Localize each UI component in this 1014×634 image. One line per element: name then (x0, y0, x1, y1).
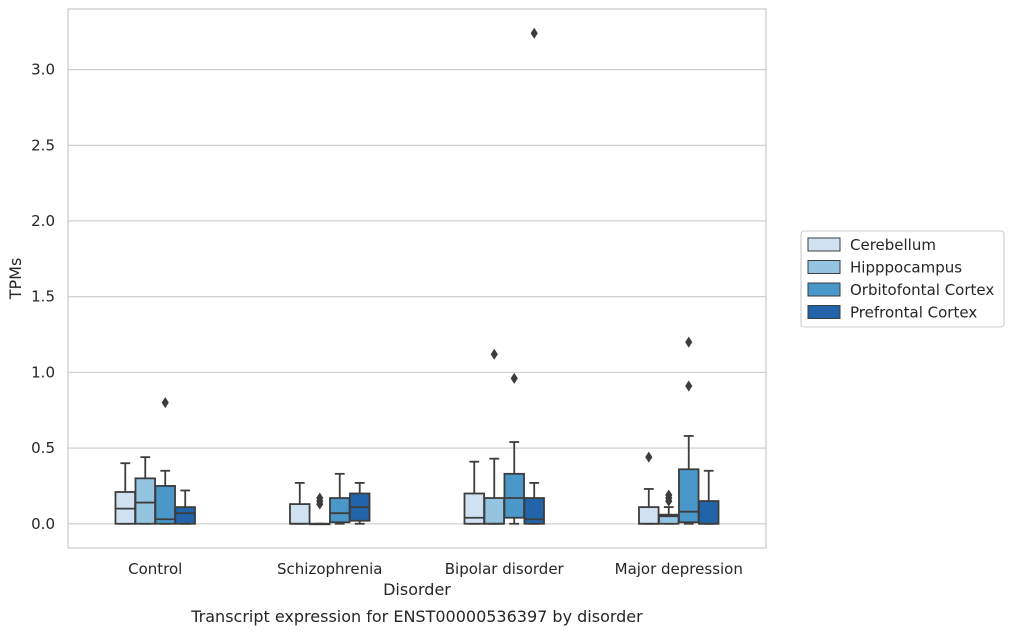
x-axis-label: Disorder (383, 580, 451, 599)
box-hipppocampus (658, 489, 680, 525)
legend-label: Hipppocampus (850, 259, 962, 277)
legend-swatch (807, 305, 841, 319)
outlier-point (685, 380, 693, 392)
box-orbitofontal-cortex (678, 336, 700, 525)
box-hipppocampus (134, 456, 156, 525)
legend-swatch (807, 237, 841, 252)
y-axis-label: TPMs (6, 258, 25, 301)
box-body (174, 506, 196, 525)
y-tick-label: 2.5 (31, 136, 55, 154)
chart-caption: Transcript expression for ENST0000053639… (190, 607, 643, 626)
y-tick-label: 3.0 (31, 61, 55, 79)
y-axis-ticks: 0.0 0.5 1.0 1.5 2.0 2.5 3.0 (31, 61, 55, 533)
box-prefrontal-cortex (523, 27, 545, 525)
legend-swatch (807, 260, 841, 274)
box-prefrontal-cortex (698, 469, 720, 525)
outlier-point (665, 489, 673, 501)
box-hipppocampus (309, 492, 331, 526)
y-tick-label: 2.0 (31, 212, 55, 230)
outlier-point (490, 348, 498, 360)
box-hipppocampus (483, 348, 505, 525)
box-body (503, 472, 525, 519)
box-orbitofontal-cortex (154, 397, 176, 525)
box-body (678, 468, 700, 524)
outlier-point (685, 336, 693, 348)
x-tick-label: Bipolar disorder (445, 560, 565, 578)
outlier-point (645, 451, 653, 463)
plot-area-frame (67, 8, 767, 549)
box-cerebellum (638, 451, 660, 525)
box-body (698, 500, 720, 525)
box-orbitofontal-cortex (503, 372, 525, 525)
box-body (638, 506, 660, 525)
y-tick-label: 0.5 (31, 439, 55, 457)
box-cerebellum (463, 460, 485, 525)
box-prefrontal-cortex (349, 481, 371, 525)
box-body (154, 485, 176, 525)
box-body (463, 492, 485, 525)
box-prefrontal-cortex (174, 489, 196, 525)
legend-swatch (807, 282, 841, 297)
y-tick-label: 1.5 (31, 288, 55, 306)
legend-label: Prefrontal Cortex (850, 304, 977, 322)
y-tick-label: 0.0 (31, 515, 55, 533)
outlier-point (530, 27, 538, 39)
box-series (114, 27, 720, 526)
box-cerebellum (114, 462, 136, 525)
box-body (289, 503, 311, 525)
x-tick-label: Control (128, 560, 182, 578)
box-cerebellum (289, 481, 311, 525)
box-body (523, 497, 545, 525)
legend: Cerebellum Hipppocampus Orbitofontal Corte… (800, 230, 1005, 328)
x-tick-label: Schizophrenia (277, 560, 382, 578)
y-tick-label: 1.0 (31, 363, 55, 381)
box-body (483, 497, 505, 525)
outlier-point (316, 492, 324, 504)
outlier-point (510, 372, 518, 384)
box-orbitofontal-cortex (329, 472, 351, 525)
x-tick-label: Major depression (615, 560, 743, 578)
grid-lines (68, 69, 766, 525)
box-body (329, 497, 351, 524)
x-axis-ticks: Control Schizophrenia Bipolar disorder Majo… (128, 560, 743, 578)
outlier-point (161, 397, 169, 409)
legend-label: Cerebellum (850, 236, 936, 254)
box-body (134, 477, 156, 525)
legend-frame (800, 230, 1005, 328)
legend-label: Orbitofontal Cortex (850, 281, 994, 299)
